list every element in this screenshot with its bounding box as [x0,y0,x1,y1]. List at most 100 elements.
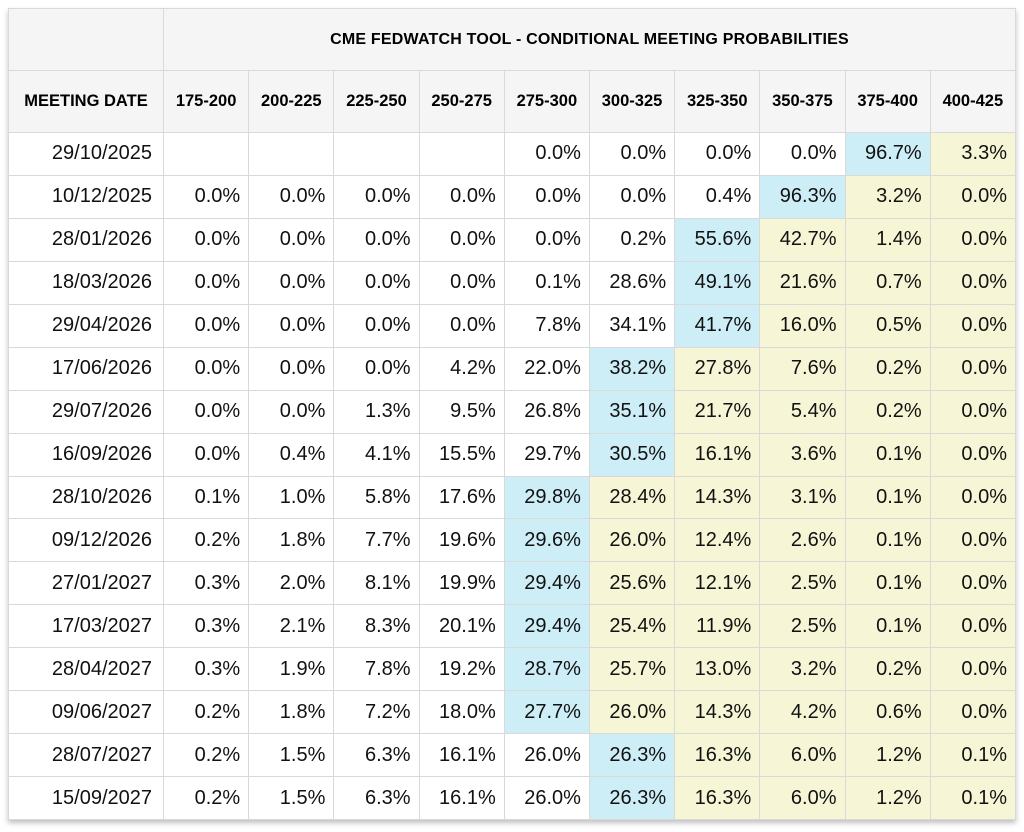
probability-cell: 16.3% [674,733,761,778]
probability-cell: 1.9% [248,647,335,692]
probability-cell: 16.1% [418,733,505,778]
meeting-date-cell: 28/10/2026 [8,475,164,520]
probability-cell: 9.5% [418,389,505,434]
probability-cell: 0.0% [162,174,250,219]
probability-cell: 3.2% [759,647,846,692]
probability-cell: 0.5% [844,303,931,348]
meeting-date-cell: 16/09/2026 [8,432,164,477]
probability-cell: 0.3% [162,561,250,606]
probability-cell: 0.0% [759,132,846,176]
probability-cell: 0.0% [162,217,250,262]
probability-cell: 0.3% [162,604,250,649]
probability-cell: 1.8% [248,690,335,735]
meeting-date-cell: 09/12/2026 [8,518,164,563]
rate-range-header: 375-400 [844,70,931,133]
probability-cell: 0.0% [418,174,505,219]
probability-cell: 0.0% [929,604,1017,649]
probability-cell: 1.8% [248,518,335,563]
probability-cell: 2.5% [759,561,846,606]
probability-cell: 0.0% [929,690,1017,735]
probability-cell: 14.3% [674,690,761,735]
probability-cell: 0.1% [844,604,931,649]
probability-cell: 0.2% [162,518,250,563]
probability-cell: 12.1% [674,561,761,606]
probability-cell [333,132,420,176]
table-row: 17/03/2027 0.3% 2.1% 8.3% 20.1% 29.4% 25.4% 11.… [8,604,1017,649]
probability-cell: 0.0% [418,260,505,305]
meeting-date-cell: 28/07/2027 [8,733,164,778]
probability-cell: 0.0% [588,174,676,219]
table-row: 09/06/2027 0.2% 1.8% 7.2% 18.0% 27.7% 26.0% 14.… [8,690,1017,735]
probability-cell: 7.2% [333,690,420,735]
probability-cell: 0.0% [503,132,590,176]
probability-cell: 2.5% [759,604,846,649]
probability-cell: 0.2% [162,733,250,778]
probability-cell: 26.0% [503,733,590,778]
probability-cell: 0.0% [929,561,1017,606]
probability-cell [248,132,335,176]
probability-cell: 0.0% [333,174,420,219]
probability-cell: 0.0% [929,217,1017,262]
rate-range-header: 175-200 [162,70,250,133]
probability-cell: 26.3% [588,733,676,778]
rate-range-header: 300-325 [588,70,676,133]
probability-cell: 12.4% [674,518,761,563]
probability-cell: 2.1% [248,604,335,649]
probability-cell: 6.3% [333,733,420,778]
meeting-date-cell: 29/04/2026 [8,303,164,348]
probability-cell: 2.0% [248,561,335,606]
rate-range-header: 400-425 [929,70,1017,133]
probability-cell: 6.0% [759,733,846,778]
probability-cell: 29.8% [503,475,590,520]
probability-cell: 0.6% [844,690,931,735]
probability-cell: 27.8% [674,346,761,391]
corner-cell [8,8,164,71]
probability-cell: 0.1% [503,260,590,305]
probability-cell: 18.0% [418,690,505,735]
probability-cell: 1.2% [844,776,931,820]
probability-cell [162,132,250,176]
table-row: 27/01/2027 0.3% 2.0% 8.1% 19.9% 29.4% 25.6% 12.… [8,561,1017,606]
probability-cell: 96.3% [759,174,846,219]
probability-cell: 3.1% [759,475,846,520]
probability-cell: 27.7% [503,690,590,735]
probability-cell: 7.8% [503,303,590,348]
probability-cell: 0.0% [162,389,250,434]
meeting-date-cell: 29/07/2026 [8,389,164,434]
probability-cell: 0.2% [844,346,931,391]
probability-cell: 0.1% [844,518,931,563]
title-row: CME FEDWATCH TOOL - CONDITIONAL MEETING … [8,8,1016,71]
probability-cell: 0.0% [248,260,335,305]
probability-cell: 1.3% [333,389,420,434]
table-row: 28/01/2026 0.0% 0.0% 0.0% 0.0% 0.0% 0.2% 55.6% 4… [8,217,1017,262]
meeting-date-cell: 28/01/2026 [8,217,164,262]
meeting-date-cell: 15/09/2027 [8,776,164,820]
probability-cell: 21.7% [674,389,761,434]
probability-cell: 0.2% [162,690,250,735]
probability-cell: 1.2% [844,733,931,778]
meeting-date-header: MEETING DATE [8,70,164,133]
probability-cell: 0.0% [929,260,1017,305]
meeting-date-cell: 29/10/2025 [8,132,164,176]
probability-cell: 2.6% [759,518,846,563]
probability-cell: 25.4% [588,604,676,649]
probability-cell: 0.0% [333,346,420,391]
meeting-date-cell: 09/06/2027 [8,690,164,735]
probability-cell: 4.2% [759,690,846,735]
probability-cell: 3.2% [844,174,931,219]
probability-cell: 29.6% [503,518,590,563]
meeting-date-cell: 27/01/2027 [8,561,164,606]
probability-cell: 17.6% [418,475,505,520]
probability-cell: 29.4% [503,604,590,649]
probability-cell: 0.0% [588,132,676,176]
probability-cell: 0.1% [844,561,931,606]
probability-cell: 19.6% [418,518,505,563]
probability-cell: 0.1% [844,432,931,477]
probability-cell: 16.1% [418,776,505,820]
probability-cell: 22.0% [503,346,590,391]
probability-cell: 0.0% [162,303,250,348]
probability-cell: 0.0% [248,389,335,434]
probability-cell: 0.4% [248,432,335,477]
probability-cell: 6.3% [333,776,420,820]
probability-cell: 0.2% [162,776,250,820]
